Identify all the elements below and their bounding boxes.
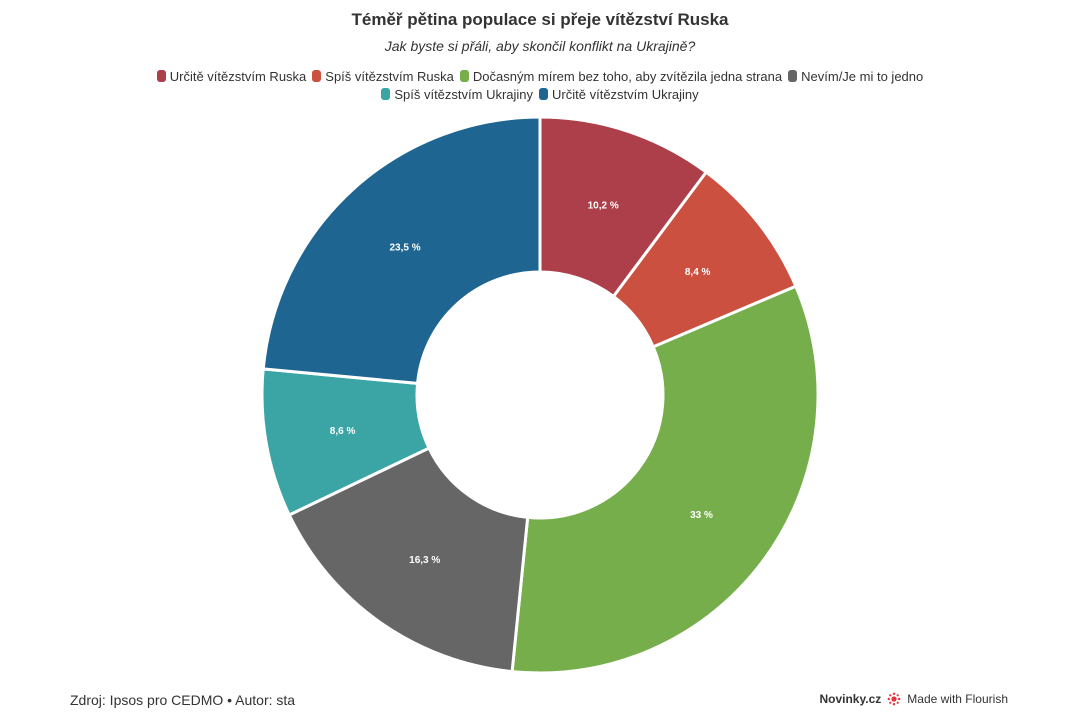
legend-item[interactable]: Nevím/Je mi to jedno xyxy=(788,69,923,84)
brand-name: Novinky.cz xyxy=(819,692,882,706)
slice-value-label: 16,3 % xyxy=(409,555,440,566)
legend-swatch xyxy=(788,70,798,82)
chart-legend: Určitě vítězstvím Ruska Spíš vítězstvím R… xyxy=(130,69,950,105)
legend-item[interactable]: Spíš vítězstvím Ruska xyxy=(312,69,454,84)
legend-swatch xyxy=(381,88,391,100)
flourish-credit[interactable]: Made with Flourish xyxy=(907,692,1008,706)
footer-brand: Novinky.cz Made with Flourish xyxy=(819,692,1008,706)
donut-slice[interactable] xyxy=(510,284,820,675)
chart-title: Téměř pětina populace si přeje vítězství… xyxy=(351,10,729,29)
chart-subtitle: Jak byste si přáli, aby skončil konflikt… xyxy=(384,38,696,54)
legend-label: Dočasným mírem bez toho, aby zvítězila j… xyxy=(472,69,783,84)
legend-item[interactable]: Určitě vítězstvím Ukrajiny xyxy=(539,87,699,102)
legend-swatch xyxy=(312,70,322,82)
donut-slice[interactable] xyxy=(287,446,530,674)
legend-swatch xyxy=(539,88,549,100)
legend-swatch xyxy=(156,70,166,82)
legend-label: Spíš vítězstvím Ruska xyxy=(325,69,454,84)
legend-item[interactable]: Určitě vítězstvím Ruska xyxy=(156,69,307,84)
legend-label: Určitě vítězstvím Ukrajiny xyxy=(552,87,699,102)
slice-value-label: 8,4 % xyxy=(685,267,711,278)
legend-label: Nevím/Je mi to jedno xyxy=(801,69,924,84)
chart-header: Téměř pětina populace si přeje vítězství… xyxy=(0,10,1080,54)
legend-item[interactable]: Spíš vítězstvím Ukrajiny xyxy=(381,87,533,102)
legend-item[interactable]: Dočasným mírem bez toho, aby zvítězila j… xyxy=(459,69,783,84)
flourish-icon xyxy=(887,692,901,706)
slice-value-label: 33 % xyxy=(690,510,713,521)
slice-value-label: 10,2 % xyxy=(588,201,619,212)
legend-swatch xyxy=(459,70,469,82)
donut-slice[interactable] xyxy=(261,115,542,386)
legend-label: Určitě vítězstvím Ruska xyxy=(169,69,307,84)
slice-value-label: 23,5 % xyxy=(389,243,420,254)
legend-label: Spíš vítězstvím Ukrajiny xyxy=(394,87,534,102)
slice-value-label: 8,6 % xyxy=(330,426,356,437)
source-note: Zdroj: Ipsos pro CEDMO • Autor: sta xyxy=(70,692,296,708)
